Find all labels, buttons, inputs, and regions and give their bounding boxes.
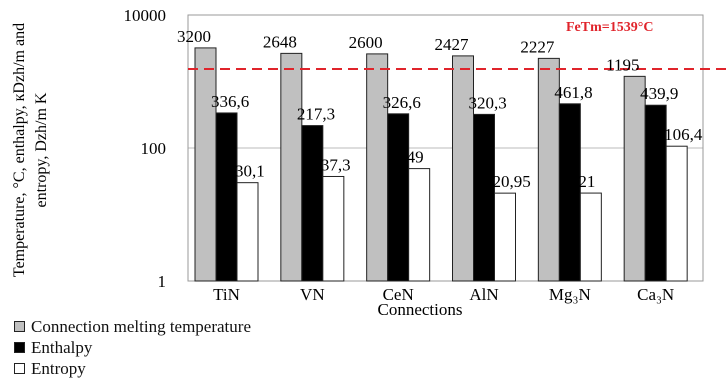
legend-swatch-white bbox=[14, 363, 25, 374]
bars bbox=[194, 47, 688, 282]
data-label: 326,6 bbox=[383, 93, 421, 112]
data-label: 217,3 bbox=[297, 105, 335, 124]
x-tick-label: AlN bbox=[469, 285, 498, 304]
data-label: 439,9 bbox=[640, 84, 678, 103]
data-label: 1195 bbox=[606, 55, 639, 74]
legend: Connection melting temperature Enthalpy … bbox=[14, 316, 251, 379]
y-tick-label: 100 bbox=[141, 139, 167, 158]
bar-enthalpy bbox=[301, 125, 324, 282]
bar-entropy bbox=[665, 145, 688, 282]
bar-enthalpy bbox=[473, 113, 495, 282]
data-label: 21 bbox=[578, 172, 595, 191]
y-tick-label: 1 bbox=[158, 272, 167, 291]
data-label: 37,3 bbox=[321, 155, 351, 174]
bar-melting-temperature bbox=[623, 75, 646, 282]
bar-enthalpy bbox=[215, 112, 238, 282]
bar-enthalpy bbox=[387, 113, 410, 282]
legend-label: Entropy bbox=[31, 359, 86, 378]
reference-line-label: FeTm=1539°C bbox=[566, 20, 653, 35]
x-axis-label: Connections bbox=[378, 300, 463, 319]
data-label: 20,95 bbox=[493, 172, 531, 191]
bar-enthalpy bbox=[644, 104, 667, 282]
x-tick-label: Mg₃N bbox=[549, 285, 591, 304]
plot-frame bbox=[187, 14, 704, 282]
data-label: 2648 bbox=[263, 32, 297, 51]
bar-entropy bbox=[408, 168, 431, 282]
data-label: 2427 bbox=[435, 35, 470, 54]
bar-melting-temperature bbox=[452, 55, 474, 282]
y-axis-label: Temperature, °C, enthalpy, кDzh/m and ent… bbox=[11, 23, 50, 277]
bar-melting-temperature bbox=[366, 53, 389, 282]
data-label: 2600 bbox=[349, 33, 383, 52]
reference-line: FeTm=1539°C bbox=[188, 20, 726, 71]
data-label: 2227 bbox=[520, 37, 555, 56]
legend-label: Enthalpy bbox=[31, 338, 93, 357]
data-labels: 3200 336,6 30,1 2648 217,3 37,3 2600 326,6 49 242… bbox=[177, 27, 703, 191]
legend-item-enthalpy: Enthalpy bbox=[14, 337, 251, 358]
data-label: 3200 bbox=[177, 27, 211, 46]
legend-item-entropy: Entropy bbox=[14, 358, 251, 379]
x-tick-label: VN bbox=[300, 285, 325, 304]
bar-entropy bbox=[236, 182, 259, 282]
x-tick-labels: TiN VN CeN AlN Mg₃N Ca₃N bbox=[213, 285, 674, 304]
legend-swatch-black bbox=[14, 342, 25, 353]
legend-label: Connection melting temperature bbox=[31, 317, 251, 336]
x-tick-label: Ca₃N bbox=[637, 285, 674, 304]
data-label: 336,6 bbox=[211, 92, 249, 111]
data-label: 106,4 bbox=[664, 125, 703, 144]
x-tick-label: CeN bbox=[383, 285, 414, 304]
bar-enthalpy bbox=[558, 103, 581, 282]
x-tick-label: TiN bbox=[213, 285, 240, 304]
y-tick-label: 10000 bbox=[124, 6, 167, 25]
bar-entropy bbox=[322, 175, 345, 282]
data-label: 30,1 bbox=[235, 162, 265, 181]
bar-entropy bbox=[494, 192, 516, 282]
y-tick-labels: 10000 100 1 bbox=[124, 6, 167, 291]
data-label: 461,8 bbox=[554, 83, 592, 102]
legend-swatch-gray bbox=[14, 321, 25, 332]
data-label: 49 bbox=[407, 148, 424, 167]
bar-melting-temperature bbox=[280, 52, 303, 282]
bar-entropy bbox=[579, 192, 602, 282]
data-label: 320,3 bbox=[469, 93, 507, 112]
legend-item-melting-temperature: Connection melting temperature bbox=[14, 316, 251, 337]
bar-melting-temperature bbox=[194, 47, 217, 282]
